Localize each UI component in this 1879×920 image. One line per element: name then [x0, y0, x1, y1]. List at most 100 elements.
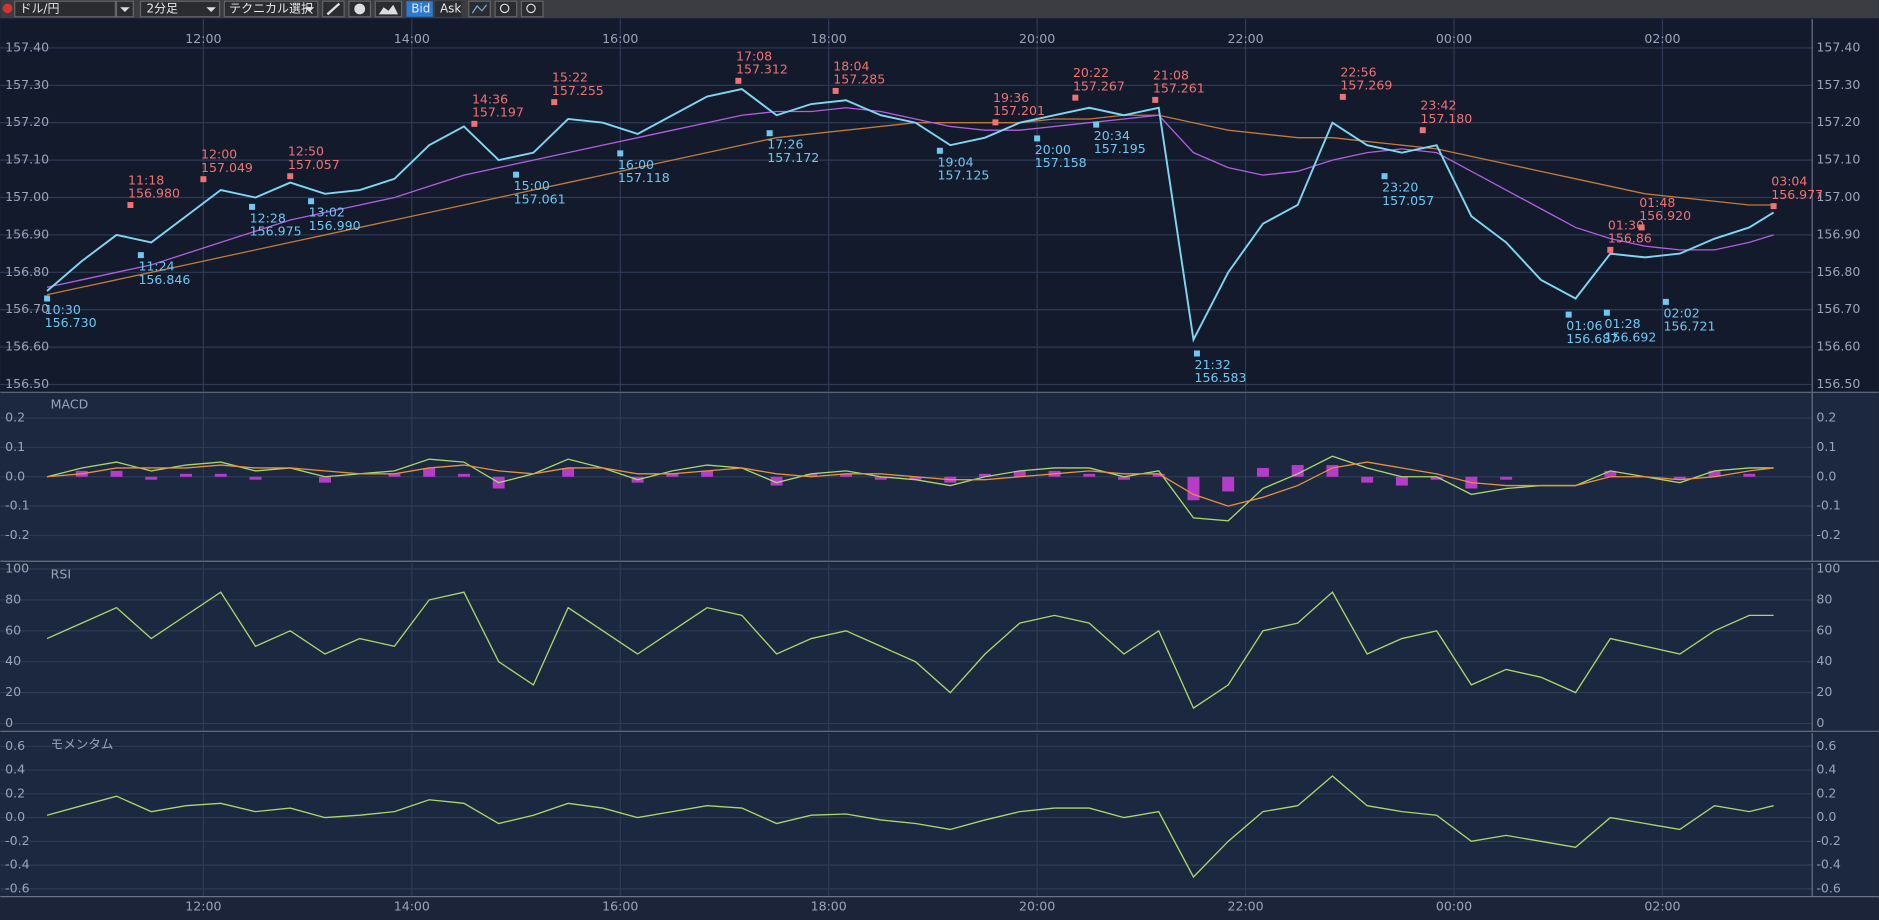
extreme-marker — [249, 203, 256, 210]
histogram-bar — [1743, 473, 1756, 477]
ask-button[interactable] — [435, 1, 462, 17]
y-tick-label: 0.1 — [5, 439, 25, 454]
y-tick-label: 156.90 — [1816, 226, 1860, 241]
y-tick-label: -0.2 — [1816, 833, 1841, 848]
panel-bg — [0, 733, 1879, 897]
extreme-price: 157.269 — [1340, 78, 1392, 93]
y-tick-label: 156.50 — [5, 376, 49, 391]
line-series — [46, 88, 1775, 343]
y-tick-label: 20 — [5, 684, 21, 699]
x-tick-label: 22:00 — [1227, 31, 1263, 46]
y-tick-label: 157.40 — [1816, 39, 1860, 54]
extreme-time: 11:18 — [128, 173, 164, 188]
extreme-marker — [1381, 173, 1388, 180]
y-tick-label: 60 — [5, 622, 21, 637]
chart-type-button[interactable] — [374, 0, 403, 18]
symbol-icon — [2, 3, 13, 14]
extreme-time: 23:42 — [1420, 98, 1456, 113]
line-series — [46, 775, 1774, 879]
histogram-bar — [840, 473, 853, 477]
interval-text: 2分足 — [146, 1, 178, 15]
extreme-price: 157.061 — [514, 191, 566, 206]
zoom-in-button[interactable] — [520, 0, 544, 18]
y-tick-label: 0.2 — [5, 785, 25, 800]
zoom-in-icon — [526, 3, 536, 14]
panel-title: RSI — [51, 567, 71, 582]
y-tick-label: 157.20 — [5, 114, 49, 129]
panel-title: MACD — [51, 396, 89, 411]
y-tick-label: 0.2 — [1816, 410, 1836, 425]
y-tick-label: 156.60 — [1816, 339, 1860, 354]
extreme-price: 156.920 — [1639, 208, 1691, 223]
y-tick-label: -0.6 — [1816, 880, 1841, 895]
extreme-marker — [513, 171, 520, 178]
extreme-time: 18:04 — [833, 58, 869, 73]
extreme-price: 157.057 — [1382, 193, 1434, 208]
extreme-marker — [1072, 94, 1079, 101]
extreme-marker — [551, 99, 558, 106]
y-tick-label: 156.60 — [5, 339, 49, 354]
histogram-bar — [1500, 476, 1513, 480]
y-tick-label: 156.70 — [1816, 301, 1860, 316]
y-tick-label: 20 — [1816, 684, 1832, 699]
x-tick-label: 18:00 — [811, 31, 847, 46]
y-tick-label: 157.00 — [5, 189, 49, 204]
histogram-bar — [1708, 470, 1721, 477]
histogram-bar — [1222, 476, 1235, 492]
histogram-bar — [1395, 476, 1408, 486]
technical-select[interactable] — [223, 0, 319, 18]
extreme-price: 157.195 — [1094, 141, 1146, 156]
y-tick-label: -0.2 — [1816, 527, 1841, 542]
extreme-price: 157.197 — [472, 105, 524, 120]
histogram-bar — [388, 473, 401, 477]
extreme-marker — [936, 147, 943, 154]
y-tick-label: 0.2 — [1816, 785, 1836, 800]
histogram-bar — [909, 476, 922, 480]
histogram-bar — [1291, 465, 1304, 477]
y-tick-label: 156.70 — [5, 301, 49, 316]
y-tick-label: 157.30 — [1816, 77, 1860, 92]
histogram-bar — [145, 476, 158, 480]
histogram-bar — [874, 476, 887, 480]
bid-text: Bid — [411, 1, 430, 15]
extreme-time: 12:00 — [201, 147, 237, 162]
pencil-icon — [326, 2, 341, 16]
extreme-marker — [1152, 96, 1159, 103]
y-tick-label: 157.40 — [5, 39, 49, 54]
x-tick-label: 20:00 — [1019, 898, 1055, 913]
extreme-time: 11:24 — [138, 259, 174, 274]
y-tick-label: 157.10 — [1816, 152, 1860, 167]
y-tick-label: -0.2 — [5, 833, 30, 848]
histogram-bar — [1013, 470, 1026, 477]
y-tick-label: 157.10 — [5, 152, 49, 167]
toolbar: ドル/円 2分足 テクニカル選択 Bid Ask — [0, 0, 1879, 18]
extreme-marker — [1419, 127, 1426, 134]
extreme-price: 157.057 — [288, 157, 340, 172]
histogram-bar — [770, 476, 783, 486]
extreme-marker — [1603, 309, 1610, 316]
extreme-price: 157.285 — [833, 72, 885, 87]
extreme-marker — [308, 198, 315, 205]
y-tick-label: 0.4 — [1816, 762, 1836, 777]
extreme-price: 156.975 — [250, 224, 302, 239]
extreme-price: 157.201 — [993, 103, 1045, 118]
symbol-select[interactable] — [14, 0, 116, 18]
extreme-price: 157.261 — [1153, 81, 1205, 96]
extreme-time: 19:04 — [937, 154, 973, 169]
zoom-out-button[interactable] — [494, 0, 518, 18]
interval-select[interactable] — [139, 0, 221, 18]
histogram-bar — [1256, 467, 1269, 477]
line-series — [46, 461, 1774, 507]
histogram-bar — [701, 470, 714, 477]
histogram-bar — [457, 473, 470, 477]
extreme-time: 20:22 — [1073, 65, 1109, 80]
y-tick-label: 80 — [1816, 591, 1832, 606]
bid-button[interactable] — [406, 1, 433, 17]
extreme-time: 01:30 — [1608, 217, 1644, 232]
y-tick-label: -0.1 — [1816, 498, 1841, 513]
extreme-marker — [127, 202, 134, 208]
symbol-text: ドル/円 — [20, 1, 60, 15]
extreme-marker — [1662, 298, 1669, 305]
extreme-price: 157.312 — [736, 62, 788, 77]
